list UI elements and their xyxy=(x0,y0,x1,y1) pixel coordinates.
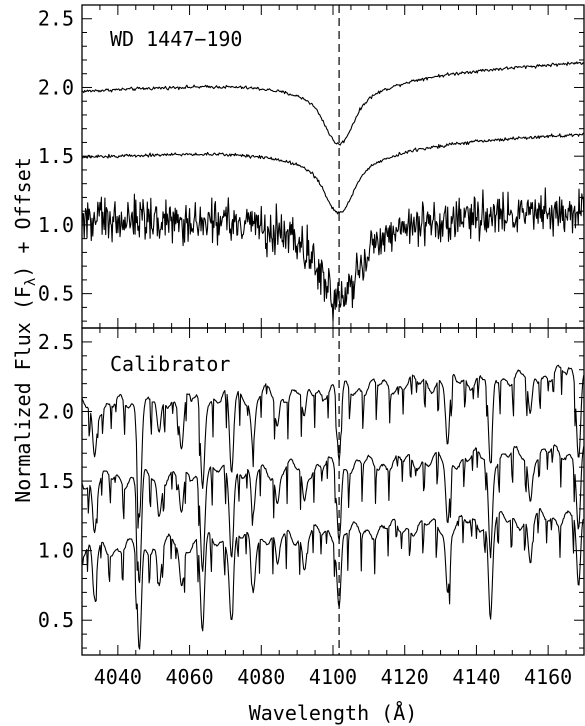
spectrum-line-3 xyxy=(81,187,585,322)
y-tick-label: 2.0 xyxy=(38,399,74,423)
star-name-annotation: WD 1447−190 xyxy=(110,27,242,51)
bottom-panel-frame xyxy=(81,327,585,656)
y-tick-label: 1.5 xyxy=(38,469,74,493)
y-tick-label: 2.5 xyxy=(38,330,74,354)
spectrum-line-3 xyxy=(81,508,584,650)
x-tick-label: 4140 xyxy=(452,665,500,689)
bottom-panel-calibrator: 0.5 1.0 1.5 2.0 2.5 Calibrator xyxy=(38,327,585,656)
y-tick-label: 0.5 xyxy=(38,608,74,632)
x-tick-label: 4120 xyxy=(381,665,429,689)
y-tick-label: 0.5 xyxy=(38,282,74,306)
x-tick-label: 4160 xyxy=(524,665,572,689)
y-tick-label: 1.5 xyxy=(38,144,74,168)
top-panel-frame xyxy=(81,4,585,329)
calibrator-annotation: Calibrator xyxy=(110,352,230,376)
y-axis-label: Normalized Flux (Fλ) + Offset xyxy=(11,157,39,503)
x-axis-label: Wavelength (Å) xyxy=(249,701,418,725)
x-tick-label: 4040 xyxy=(94,665,142,689)
y-tick-label: 1.0 xyxy=(38,539,74,563)
y-tick-label: 2.0 xyxy=(38,75,74,99)
x-tick-label: 4080 xyxy=(237,665,285,689)
spectrum-line-2 xyxy=(81,132,585,215)
spectrum-line-1 xyxy=(81,61,585,146)
spectrum-line-1 xyxy=(81,364,585,529)
top-panel-wd-1447-190: 0.5 1.0 1.5 2.0 2.5 WD 1447−190 xyxy=(38,4,585,329)
y-tick-label: 2.5 xyxy=(38,7,74,31)
x-tick-label: 4060 xyxy=(165,665,213,689)
y-tick-label: 1.0 xyxy=(38,213,74,237)
x-tick-label: 4100 xyxy=(309,665,357,689)
spectrum-line-2 xyxy=(81,444,585,584)
